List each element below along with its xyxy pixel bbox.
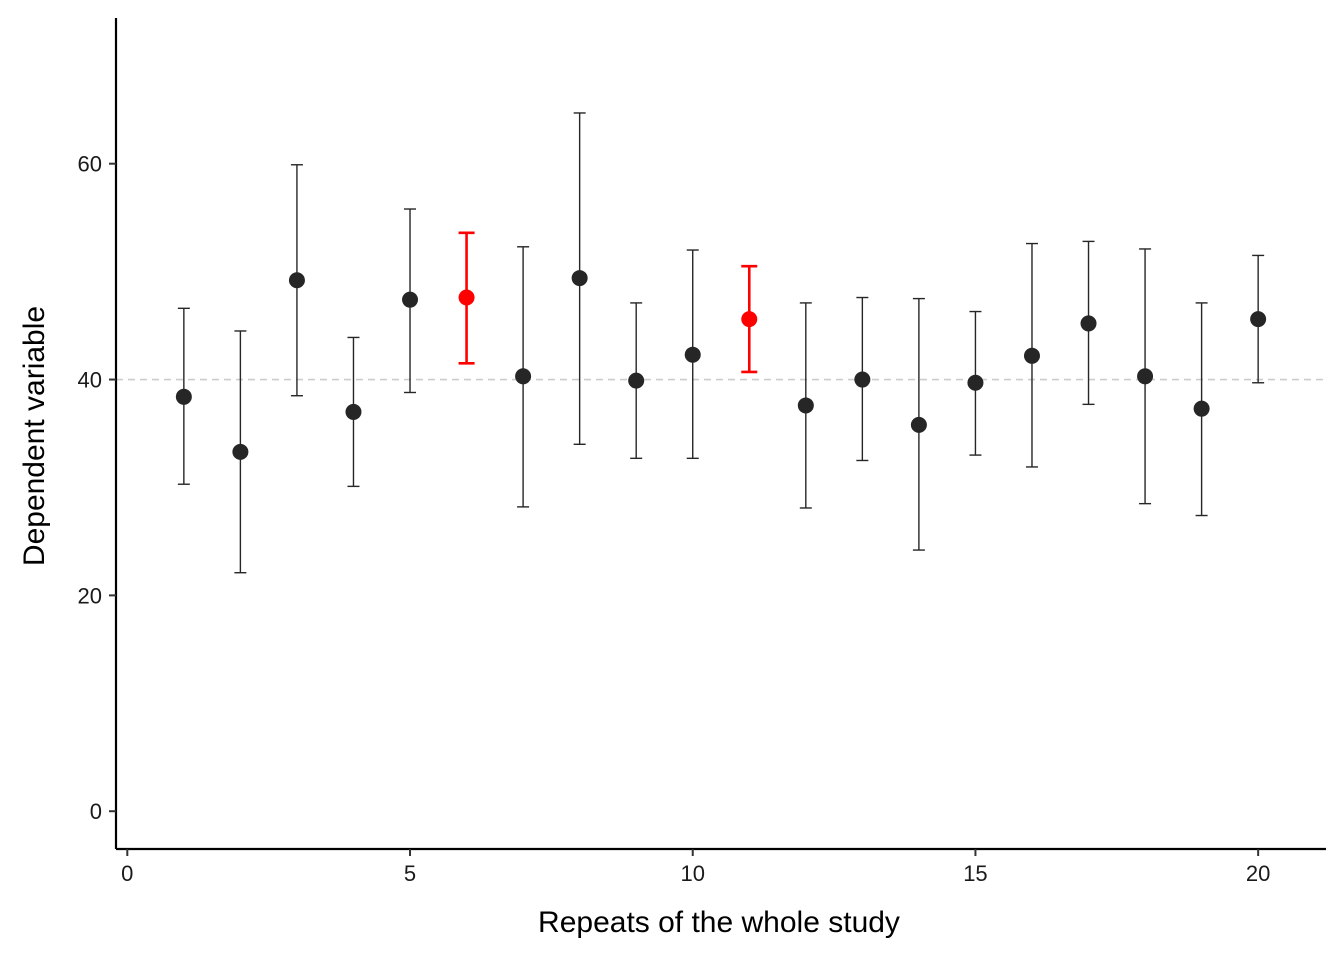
data-point-group-13: [854, 296, 871, 462]
y-tick-label-20: 20: [78, 583, 102, 608]
x-tick-label-20: 20: [1246, 861, 1270, 886]
data-point-6: [458, 289, 475, 306]
data-point-9: [628, 372, 645, 389]
data-point-group-7: [515, 246, 532, 508]
x-axis-title: Repeats of the whole study: [538, 906, 900, 939]
data-point-group-18: [1137, 248, 1154, 505]
data-point-group-1: [175, 307, 192, 485]
data-point-group-16: [1023, 242, 1040, 468]
data-point-group-5: [402, 208, 419, 394]
data-point-17: [1080, 315, 1097, 332]
data-point-group-2: [232, 330, 249, 574]
marks-layer: [175, 112, 1267, 574]
data-point-8: [571, 270, 588, 287]
data-point-3: [288, 272, 305, 289]
data-point-18: [1137, 368, 1154, 385]
data-point-group-14: [910, 297, 927, 551]
data-point-11: [741, 311, 758, 328]
data-point-13: [854, 371, 871, 388]
data-point-19: [1193, 400, 1210, 417]
data-point-group-6: [458, 231, 475, 365]
data-point-group-10: [684, 249, 701, 460]
data-point-15: [967, 374, 984, 391]
data-point-16: [1023, 347, 1040, 364]
data-point-group-12: [797, 302, 814, 509]
data-point-group-8: [571, 112, 588, 445]
data-point-10: [684, 346, 701, 363]
data-point-group-3: [288, 164, 305, 397]
data-point-20: [1250, 311, 1267, 328]
data-point-group-20: [1250, 254, 1267, 384]
data-point-group-4: [345, 336, 362, 488]
y-tick-label-0: 0: [90, 799, 102, 824]
data-point-5: [402, 291, 419, 308]
data-point-12: [797, 397, 814, 414]
data-point-1: [175, 388, 192, 405]
data-point-4: [345, 403, 362, 420]
data-point-2: [232, 443, 249, 460]
x-tick-label-10: 10: [680, 861, 704, 886]
data-point-14: [910, 416, 927, 433]
data-point-group-15: [967, 310, 984, 456]
data-point-group-9: [628, 302, 645, 460]
data-point-group-17: [1080, 240, 1097, 406]
y-tick-label-60: 60: [78, 152, 102, 177]
data-point-group-11: [741, 264, 758, 374]
data-point-7: [515, 368, 532, 385]
axes-layer: 0 5 10 15 20 0 20 40 60: [78, 18, 1326, 886]
x-tick-label-0: 0: [121, 861, 133, 886]
y-tick-label-40: 40: [78, 368, 102, 393]
x-tick-label-5: 5: [404, 861, 416, 886]
data-point-group-19: [1193, 302, 1210, 517]
y-axis-title: Dependent variable: [18, 306, 51, 566]
x-tick-label-15: 15: [963, 861, 987, 886]
